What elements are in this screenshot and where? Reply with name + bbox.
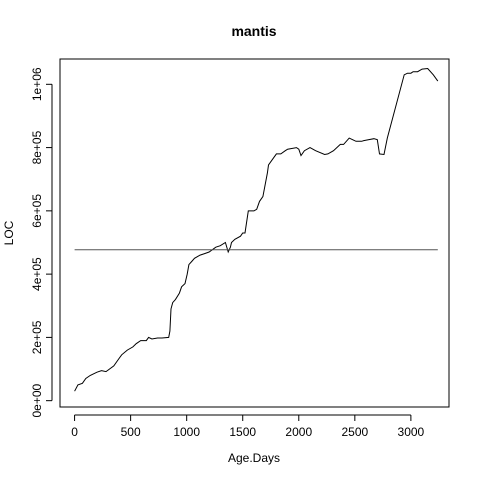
x-tick-label: 1500: [229, 425, 256, 439]
y-tick-label: 0e+00: [30, 383, 44, 417]
plot-frame: [59, 58, 450, 408]
x-tick-label: 1000: [173, 425, 200, 439]
y-tick-label: 4e+05: [30, 257, 44, 291]
y-tick-label: 6e+05: [30, 194, 44, 228]
y-tick-label: 2e+05: [30, 320, 44, 354]
y-axis-label: LOC: [2, 220, 16, 245]
y-tick-label: 8e+05: [30, 130, 44, 164]
y-axis: 0e+00 2e+05 4e+05 6e+05 8e+05 1e+06: [30, 67, 53, 418]
loc-series-line: [74, 67, 439, 392]
x-axis: 0 500 1000 1500 2000 2500 3000: [71, 414, 425, 439]
x-tick-label: 2500: [341, 425, 368, 439]
chart-title: mantis: [231, 23, 276, 39]
x-tick-label: 3000: [398, 425, 425, 439]
series-layer: [74, 67, 439, 392]
x-tick-label: 2000: [285, 425, 312, 439]
x-tick-label: 0: [71, 425, 78, 439]
x-tick-label: 500: [121, 425, 141, 439]
x-axis-label: Age.Days: [228, 451, 280, 465]
y-tick-label: 1e+06: [30, 67, 44, 101]
